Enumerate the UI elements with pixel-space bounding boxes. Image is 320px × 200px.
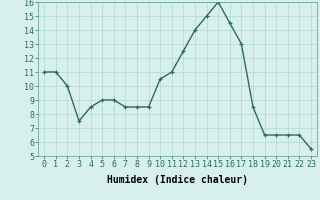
X-axis label: Humidex (Indice chaleur): Humidex (Indice chaleur) [107,175,248,185]
